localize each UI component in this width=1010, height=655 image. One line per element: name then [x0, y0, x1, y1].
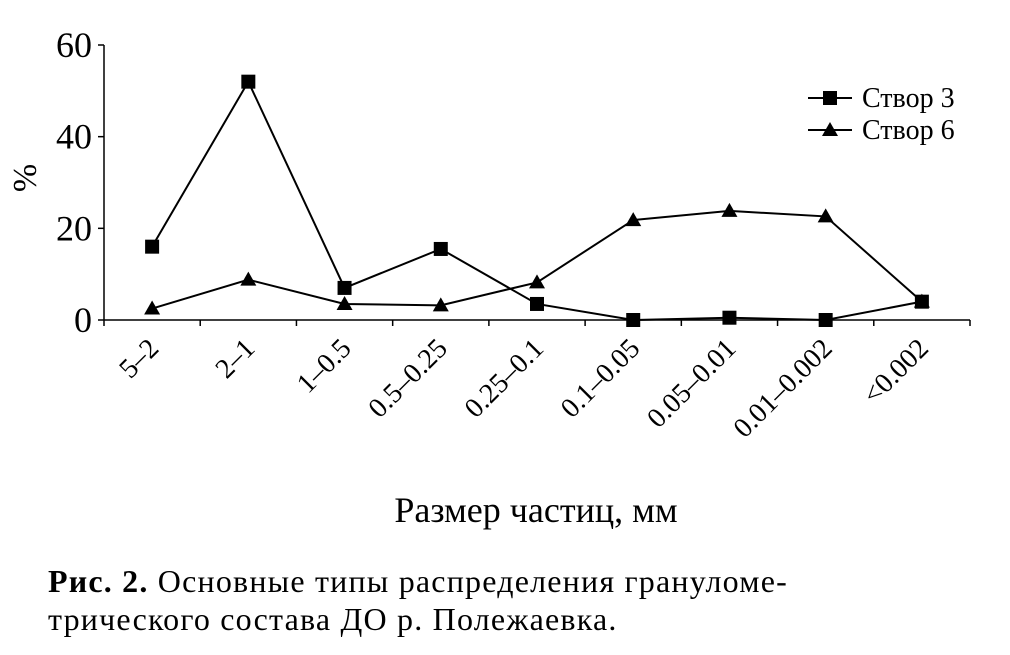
data-point: [625, 212, 642, 227]
x-tick-label: 0.1–0.05: [555, 333, 646, 424]
line-chart: 0 20 40 60 5–2 2–1 1–0.5 0.5–0.25 0.25–0.1 0.1–0…: [7, 25, 971, 530]
caption-label: Рис. 2.: [48, 563, 149, 599]
data-point: [241, 74, 256, 89]
caption-line-1: Рис. 2. Основные типы распределения гран…: [48, 562, 978, 600]
x-tick-label: 0.25–0.1: [459, 333, 550, 424]
figure-caption: Рис. 2. Основные типы распределения гран…: [48, 562, 978, 638]
data-point: [336, 295, 353, 310]
y-axis-ticks: 0 20 40 60: [56, 25, 104, 340]
x-tick-label: 1–0.5: [291, 333, 357, 399]
x-tick-label: 5–2: [113, 333, 165, 385]
legend-item: Створ 6: [808, 115, 955, 146]
legend-label: Створ 6: [862, 115, 955, 146]
data-point: [721, 202, 738, 217]
data-point: [529, 274, 545, 289]
data-point: [530, 296, 544, 311]
y-axis-label: %: [7, 164, 44, 192]
data-point: [337, 280, 352, 295]
x-tick-label: 0.5–0.25: [363, 333, 454, 424]
x-axis-ticks: 5–2 2–1 1–0.5 0.5–0.25 0.25–0.1 0.1–0.050.05–…: [103, 320, 971, 444]
data-point: [144, 300, 161, 315]
data-point: [818, 313, 833, 327]
y-tick-label: 40: [56, 117, 92, 157]
caption-text-2: трического состава ДО р. Полежаевка.: [48, 601, 618, 637]
data-point: [913, 293, 930, 308]
legend-label: Створ 3: [862, 83, 955, 114]
data-point: [145, 239, 160, 254]
data-point: [626, 313, 641, 327]
data-point: [240, 271, 257, 286]
legend-marker: [822, 122, 838, 136]
series-line: [151, 209, 923, 310]
data-point: [433, 241, 448, 256]
x-axis-label: Размер частиц, мм: [394, 490, 677, 530]
y-tick-label: 60: [56, 25, 92, 65]
x-tick-label: 2–1: [210, 333, 262, 385]
series-2: [144, 202, 930, 315]
y-tick-label: 20: [56, 208, 92, 248]
x-tick-label: <0.002: [857, 333, 935, 411]
legend-item: Створ 3: [808, 83, 955, 114]
caption-text-1: Основные типы распределения грануломе-: [157, 563, 788, 599]
data-point: [722, 310, 737, 325]
legend-marker: [823, 91, 837, 105]
x-tick-label: 0.01–0.002: [728, 333, 839, 444]
x-tick-label: 0.05–0.01: [641, 333, 742, 434]
data-point: [817, 208, 834, 223]
series-1: [145, 74, 929, 327]
y-tick-label: 0: [74, 300, 92, 340]
series-layer: [144, 74, 930, 327]
data-point: [432, 297, 449, 312]
